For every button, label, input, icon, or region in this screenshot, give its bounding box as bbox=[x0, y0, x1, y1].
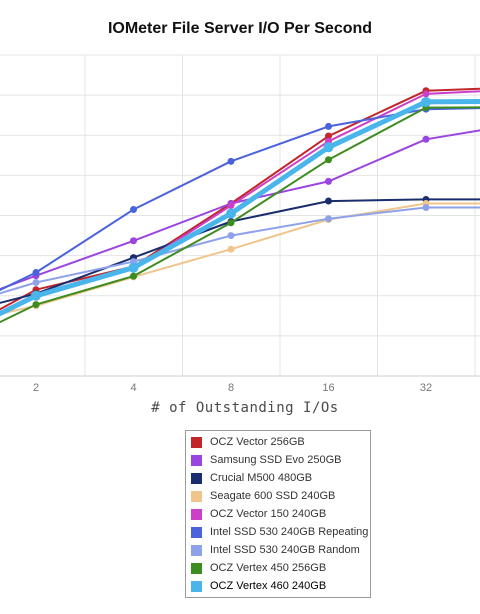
data-point bbox=[325, 215, 332, 223]
plot-grid bbox=[0, 54, 480, 377]
x-tick-label: 16 bbox=[322, 382, 334, 394]
data-point bbox=[325, 156, 332, 164]
legend-label: OCZ Vector 150 240GB bbox=[210, 508, 327, 520]
data-point bbox=[227, 219, 235, 227]
data-point bbox=[421, 96, 431, 107]
legend-item: OCZ Vertex 450 256GB bbox=[191, 559, 326, 577]
legend-item: OCZ Vertex 460 240GB bbox=[191, 577, 326, 595]
legend-label: OCZ Vertex 450 256GB bbox=[210, 562, 327, 574]
data-point bbox=[130, 272, 137, 280]
legend-item: OCZ Vector 150 240GB bbox=[191, 505, 326, 523]
legend-swatch bbox=[191, 562, 202, 574]
chart-title: IOMeter File Server I/O Per Second bbox=[107, 20, 373, 37]
data-point bbox=[325, 197, 332, 205]
data-point bbox=[323, 142, 334, 153]
legend-item: Crucial M500 480GB bbox=[191, 469, 312, 487]
data-point bbox=[227, 157, 235, 165]
legend-item: Seagate 600 SSD 240GB bbox=[191, 487, 335, 505]
legend-label: Samsung SSD Evo 250GB bbox=[210, 454, 342, 466]
series-intel-ssd-530-240gb-repeating bbox=[0, 105, 480, 292]
x-tick-label: 8 bbox=[228, 382, 234, 394]
x-tick-labels: 2 4 8 16 32 bbox=[33, 382, 432, 394]
legend-label: Intel SSD 530 240GB Repeating bbox=[210, 526, 369, 538]
legend: OCZ Vector 256GB Samsung SSD Evo 250GB Cru… bbox=[185, 430, 371, 598]
legend-swatch bbox=[191, 454, 202, 466]
series-crucial-m500-480gb bbox=[0, 195, 480, 304]
data-point bbox=[422, 135, 430, 143]
x-tick-label: 2 bbox=[33, 382, 39, 394]
series-ocz-vertex-460-240gb bbox=[0, 96, 480, 317]
data-point bbox=[32, 268, 40, 276]
legend-swatch bbox=[191, 472, 202, 484]
data-point bbox=[227, 232, 235, 240]
series-line bbox=[0, 98, 480, 317]
legend-item: OCZ Vector 256GB bbox=[191, 433, 305, 451]
legend-label: Seagate 600 SSD 240GB bbox=[210, 490, 336, 502]
data-point bbox=[422, 90, 430, 98]
data-point bbox=[422, 203, 430, 211]
series-line bbox=[0, 106, 480, 324]
legend-swatch bbox=[191, 490, 202, 502]
series-ocz-vertex-450-256gb bbox=[0, 104, 480, 324]
legend-swatch bbox=[191, 508, 202, 520]
legend-swatch bbox=[191, 526, 202, 538]
data-point bbox=[130, 237, 137, 245]
series-lines bbox=[0, 87, 480, 324]
series-line bbox=[0, 87, 480, 311]
legend-label: OCZ Vertex 460 240GB bbox=[210, 580, 327, 592]
data-point bbox=[32, 301, 40, 309]
data-point bbox=[325, 132, 332, 140]
legend-label: Crucial M500 480GB bbox=[210, 472, 313, 484]
legend-swatch bbox=[191, 580, 202, 592]
data-point bbox=[226, 208, 236, 219]
legend-item: Intel SSD 530 240GB Random bbox=[191, 541, 360, 559]
data-point bbox=[325, 122, 332, 130]
legend-item: Samsung SSD Evo 250GB bbox=[191, 451, 341, 469]
x-tick-label: 4 bbox=[130, 382, 136, 394]
x-axis-title: # of Outstanding I/Os bbox=[151, 400, 339, 416]
legend-label: Intel SSD 530 240GB Random bbox=[210, 544, 360, 556]
x-tick-label: 32 bbox=[420, 382, 432, 394]
data-point bbox=[128, 262, 139, 273]
data-point bbox=[32, 279, 40, 287]
series-ocz-vector-256gb bbox=[0, 87, 480, 311]
data-point bbox=[130, 205, 137, 213]
series-intel-ssd-530-240gb-random bbox=[0, 203, 480, 295]
legend-swatch bbox=[191, 544, 202, 556]
legend-item: Intel SSD 530 240GB Repeating bbox=[191, 523, 368, 541]
series-line bbox=[0, 202, 480, 315]
data-point bbox=[227, 201, 235, 209]
legend-label: OCZ Vector 256GB bbox=[210, 436, 305, 448]
legend-swatch bbox=[191, 436, 202, 448]
data-point bbox=[227, 245, 235, 253]
data-point bbox=[31, 290, 41, 301]
data-point bbox=[325, 177, 332, 185]
